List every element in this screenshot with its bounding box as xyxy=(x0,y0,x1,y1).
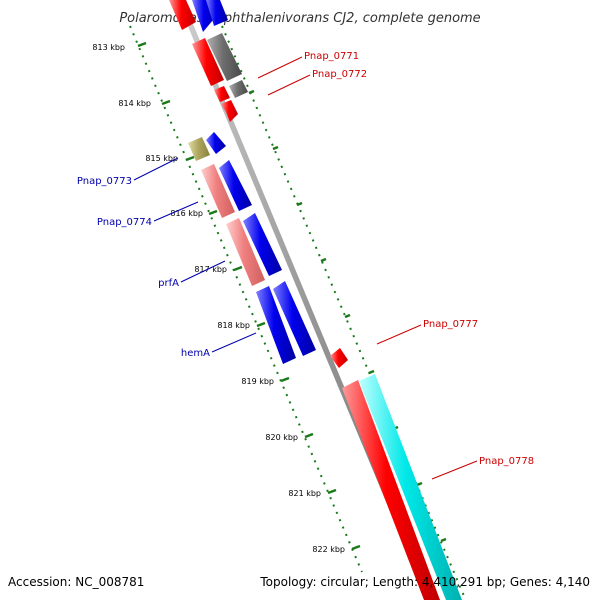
kbp-label-819: 819 kbp xyxy=(241,377,274,386)
gene-label-pnap0777[interactable]: Pnap_0777 xyxy=(423,319,478,330)
gene-label-pnap0778[interactable]: Pnap_0778 xyxy=(479,456,534,467)
gene-red-upper xyxy=(192,38,224,86)
kbp-label-815: 815 kbp xyxy=(145,154,178,163)
kbp-label-822: 822 kbp xyxy=(312,545,345,554)
gene-label-pnap0774[interactable]: Pnap_0774 xyxy=(97,217,152,228)
gene-olive-pnap0773 xyxy=(188,137,210,161)
kbp-label-816: 816 kbp xyxy=(170,209,203,218)
kbp-label-817: 817 kbp xyxy=(194,265,227,274)
scale-major-ticks xyxy=(137,41,447,551)
kbp-label-820: 820 kbp xyxy=(265,433,298,442)
gene-blue-top-fwd xyxy=(206,0,228,26)
gene-label-pnap0773[interactable]: Pnap_0773 xyxy=(77,176,132,187)
scale-track-inner xyxy=(129,25,363,573)
gene-blue-arrowhead xyxy=(206,132,226,154)
gene-label-pnap0771[interactable]: Pnap_0771 xyxy=(304,51,359,62)
gene-gray-pnap0771 xyxy=(207,33,242,81)
gene-gray-pnap0772 xyxy=(229,80,248,98)
accession-text: Accession: NC_008781 xyxy=(8,575,144,589)
label-leader-lines xyxy=(133,56,478,480)
gene-blue-a xyxy=(219,160,252,211)
gene-red-pnap0777 xyxy=(330,348,348,368)
kbp-label-821: 821 kbp xyxy=(288,489,321,498)
reverse-strand-genes xyxy=(169,0,316,364)
gene-blue-b xyxy=(243,213,282,276)
gene-red-top xyxy=(169,0,196,30)
gene-red-small xyxy=(214,86,230,102)
gene-pink-pnap0774 xyxy=(201,164,235,218)
gene-blue-c xyxy=(273,281,316,356)
gene-label-pnap0772[interactable]: Pnap_0772 xyxy=(312,69,367,80)
scale-track-outer xyxy=(221,25,465,597)
gene-blue-hemA xyxy=(256,286,296,364)
summary-text: Topology: circular; Length: 4,410,291 bp… xyxy=(259,575,590,589)
gene-cyan-pnap0778 xyxy=(359,374,462,600)
gene-red-pnap0778 xyxy=(342,380,440,600)
map-title: Polaromonas naphthalenivorans CJ2, compl… xyxy=(119,11,480,26)
kbp-label-818: 818 kbp xyxy=(217,321,250,330)
gene-red-arrow xyxy=(221,100,238,122)
gene-label-prfa[interactable]: prfA xyxy=(158,278,179,289)
kbp-label-813: 813 kbp xyxy=(92,43,125,52)
kbp-label-814: 814 kbp xyxy=(118,99,151,108)
gene-label-hema[interactable]: hemA xyxy=(181,348,210,359)
forward-strand-genes xyxy=(206,0,462,600)
gene-pink-prfA xyxy=(226,218,265,286)
